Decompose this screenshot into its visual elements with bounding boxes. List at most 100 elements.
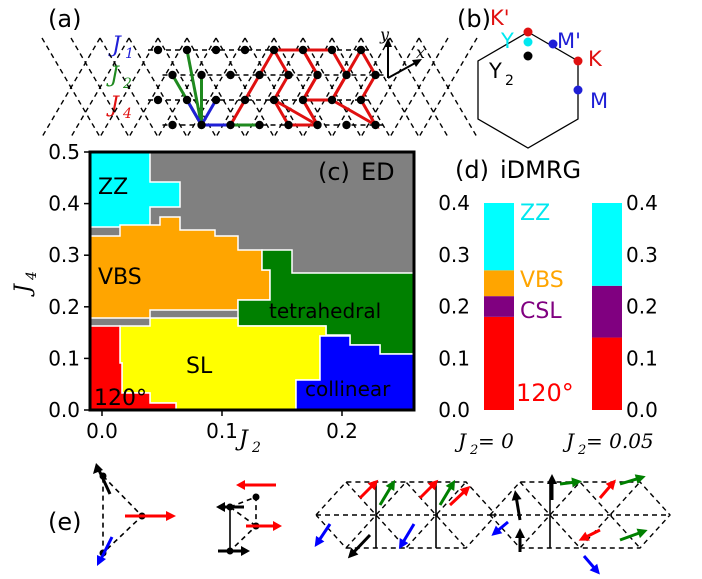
- bar-segment: [484, 316, 514, 410]
- e4-spin-head: [511, 490, 522, 501]
- panel-b: (b) K' M' K M Y Y 2: [457, 5, 608, 149]
- phase-region-zz: [89, 151, 181, 228]
- e1-spin-black: [96, 467, 112, 495]
- y-tick-label: 0.2: [48, 295, 80, 319]
- lattice-site: [153, 45, 163, 55]
- lattice-site: [226, 120, 235, 130]
- panel-e: (e): [48, 463, 671, 575]
- col1-sub: 2: [577, 443, 586, 458]
- lattice-site: [240, 45, 250, 55]
- x-arrow-head: [412, 59, 422, 67]
- e3-spin: [350, 533, 372, 556]
- legend-j1-sub: 1: [125, 46, 134, 62]
- lattice-site: [168, 120, 177, 130]
- xlabel-symbol: J: [235, 427, 249, 452]
- e2-spin-2-head: [241, 546, 250, 556]
- lattice-bond: [418, 37, 478, 138]
- e1-spin-black-head: [93, 463, 103, 474]
- y-tick-label: 0.1: [48, 346, 80, 370]
- x-tick-label: 0.0: [86, 419, 118, 443]
- x-axis-title: J 2: [235, 427, 261, 456]
- lattice-site: [211, 95, 221, 105]
- plot-frame: [88, 150, 416, 412]
- lattice-bond: [70, 37, 130, 138]
- lattice-bond: [128, 37, 188, 138]
- e4-spin: [514, 495, 522, 521]
- label-k: K: [588, 47, 603, 71]
- e2-spin-3-head: [236, 480, 245, 490]
- idmrg-bars: [484, 203, 622, 410]
- lattice-site: [327, 45, 337, 55]
- lattice-site: [371, 70, 380, 80]
- panel-c: (c) ED ZZ VBS tetrahedral SL collinear 1…: [11, 140, 416, 456]
- lattice-bond: [389, 37, 449, 138]
- e2-dashed-2: [229, 506, 257, 527]
- lattice-site: [197, 120, 206, 130]
- e1-triangle: [102, 474, 144, 555]
- col1-symbol: J: [562, 429, 575, 453]
- e1-spin-blue: [98, 536, 114, 562]
- j1-bond: [185, 99, 203, 126]
- d-tick-label-right: 0.0: [626, 398, 658, 422]
- lattice-site: [342, 120, 351, 130]
- e4-spin-head: [491, 525, 503, 536]
- spin-config-chiral: [489, 474, 671, 575]
- phase-label-collinear: collinear: [305, 377, 391, 401]
- lattice-site: [327, 95, 337, 105]
- e2-site-3: [252, 493, 260, 501]
- lattice-bond: [186, 37, 246, 138]
- phase-label-vbs: VBS: [98, 265, 142, 290]
- lattice-site: [371, 120, 380, 130]
- lattice-site: [255, 70, 264, 80]
- e-zigzag-top: [519, 480, 641, 517]
- y-tick-label: 0.5: [48, 140, 80, 164]
- phase-label-tetrahedral: tetrahedral: [269, 299, 381, 323]
- lattice-site: [298, 45, 308, 55]
- e1-spin-red-head: [166, 511, 176, 521]
- e3-spin-head: [445, 479, 456, 492]
- panel-c-label: (c): [318, 158, 350, 186]
- triangular-lattice: [41, 37, 478, 138]
- idmrg-ticks: 0.0 0.0 0.1 0.1 0.2 0.2 0.3 0.3 0.4 0.4: [438, 191, 658, 422]
- phase-label-zz: ZZ: [98, 175, 128, 200]
- x-axis-ticks: 0.0 0.1 0.2: [86, 410, 358, 443]
- ylabel-sub: 4: [24, 271, 40, 281]
- panel-d-label: (d): [455, 156, 489, 184]
- phase-region-vbs: [89, 216, 271, 319]
- legend-j2: J 2: [106, 63, 132, 92]
- point-k-prime: [523, 27, 533, 37]
- d-tick-label-right: 0.1: [626, 346, 658, 370]
- lattice-bond: [157, 37, 217, 138]
- e4-spin-head: [578, 531, 590, 541]
- legend-j1-symbol: J: [108, 33, 122, 58]
- phase-map: [89, 151, 415, 411]
- col1-eq: = 0.05: [586, 429, 654, 453]
- lattice-site: [182, 45, 192, 55]
- d-tick-label-left: 0.4: [438, 191, 470, 215]
- legend-j4: J 4: [106, 93, 132, 122]
- lattice-site: [255, 120, 264, 130]
- legend-j1: J 1: [108, 33, 134, 62]
- legend-j2-symbol: J: [106, 63, 120, 88]
- panel-c-title: ED: [361, 158, 395, 186]
- d-tick-label-left: 0.3: [438, 243, 470, 267]
- d-label-csl: CSL: [520, 299, 562, 324]
- lattice-site: [269, 95, 279, 105]
- col0-sub: 2: [469, 443, 478, 458]
- point-y: [523, 37, 533, 47]
- e3-spin-head: [385, 479, 396, 492]
- x-axis-label: x: [416, 43, 425, 62]
- spin-config-tetrahedral: [314, 479, 497, 559]
- d-tick-label-right: 0.2: [626, 295, 658, 319]
- e4-spin-head: [571, 477, 582, 488]
- col0-eq: = 0: [478, 429, 514, 453]
- e-zigzag-bot: [519, 513, 641, 550]
- spin-config-120: [93, 463, 176, 566]
- j1-bond: [200, 99, 218, 126]
- label-m: M: [590, 89, 608, 113]
- lattice-site: [356, 95, 366, 105]
- panel-a-label: (a): [48, 5, 81, 33]
- lattice-site: [211, 45, 221, 55]
- d-label-120: 120°: [516, 379, 574, 407]
